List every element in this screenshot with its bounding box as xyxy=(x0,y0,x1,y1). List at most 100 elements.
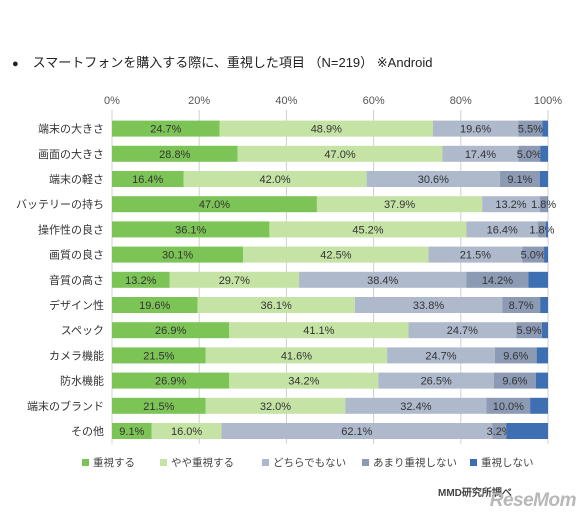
bar-segment xyxy=(545,221,548,238)
data-label: 26.9% xyxy=(155,376,186,388)
data-label: 16.4% xyxy=(487,224,518,236)
bar-segment xyxy=(539,196,548,213)
bar-segment xyxy=(112,196,317,213)
bar-segment xyxy=(466,221,538,238)
bar-segment xyxy=(316,196,483,213)
bar-segment xyxy=(197,297,355,313)
bar-segment xyxy=(432,120,519,137)
chart-title: ● スマートフォンを購入する際に、重視した項目 （N=219） ※Android xyxy=(12,52,432,71)
legend-swatch xyxy=(262,459,269,466)
bar-segment xyxy=(482,196,540,213)
bar-segment xyxy=(151,423,222,439)
bar-segment xyxy=(506,423,548,439)
legend-swatch xyxy=(82,459,89,466)
bar-segment xyxy=(502,297,541,313)
data-label: 47.0% xyxy=(199,199,230,211)
bar-segment xyxy=(518,120,543,137)
bar-segment xyxy=(112,246,244,263)
category-label: 端末の大きさ xyxy=(38,122,104,136)
bar-segment xyxy=(540,145,548,162)
category-label: スペック xyxy=(61,324,104,337)
bar-segment xyxy=(219,120,433,137)
category-label: その他 xyxy=(71,425,104,438)
bar-segment xyxy=(354,297,503,313)
data-label: 62.1% xyxy=(341,426,372,438)
bar-segment xyxy=(237,145,443,162)
data-label: 13.2% xyxy=(495,199,526,211)
bar-segment xyxy=(205,347,388,364)
data-label: 1.8% xyxy=(529,224,554,236)
bar-segment xyxy=(537,221,546,238)
data-label: 28.8% xyxy=(159,149,190,161)
data-label: 21.5% xyxy=(460,250,491,262)
bar-segment xyxy=(486,397,531,414)
bar-segment xyxy=(492,423,507,439)
data-label: 26.5% xyxy=(421,376,452,388)
data-label: 32.0% xyxy=(260,401,291,413)
bar-segment xyxy=(528,271,548,288)
data-label: 9.1% xyxy=(507,174,532,186)
data-label: 1.8% xyxy=(531,199,556,211)
x-tick-label: 100% xyxy=(534,95,562,107)
data-label: 5.5% xyxy=(518,124,543,136)
data-label: 26.9% xyxy=(155,325,186,337)
legend-label: 重視する xyxy=(93,456,135,469)
data-label: 34.2% xyxy=(288,376,319,388)
category-label: 画質の良さ xyxy=(49,248,104,262)
data-label: 36.1% xyxy=(261,300,292,312)
bar-segment xyxy=(378,372,494,389)
bar-segment xyxy=(494,347,537,364)
category-label: 操作性の良さ xyxy=(38,222,104,236)
legend-swatch xyxy=(470,459,477,466)
data-label: 5.0% xyxy=(521,250,546,262)
data-label: 37.9% xyxy=(384,199,415,211)
data-label: 19.6% xyxy=(460,124,491,136)
category-label: 端末の軽さ xyxy=(49,172,104,186)
category-label: 端末のブランド xyxy=(27,399,104,413)
data-label: 47.0% xyxy=(324,149,355,161)
bar-segment xyxy=(522,246,545,263)
bar-segment xyxy=(442,145,519,162)
data-label: 21.5% xyxy=(143,401,174,413)
bar-segment xyxy=(112,120,220,137)
title-text: スマートフォンを購入する際に、重視した項目 （N=219） ※Android xyxy=(32,55,433,70)
data-label: 16.0% xyxy=(171,426,202,438)
data-label: 17.4% xyxy=(465,149,496,161)
data-label: 30.1% xyxy=(162,250,193,262)
legend-label: どちらでもない xyxy=(273,457,346,469)
data-label: 36.1% xyxy=(175,224,206,236)
bar-segment xyxy=(540,297,548,313)
data-label: 9.6% xyxy=(503,350,528,362)
bar-segment xyxy=(541,322,548,339)
category-label: カメラ機能 xyxy=(49,348,104,362)
bar-segment xyxy=(112,372,230,389)
x-tick-label: 60% xyxy=(363,95,385,107)
category-label: 防水機能 xyxy=(60,374,104,388)
bar-segment xyxy=(544,246,548,263)
data-label: 21.5% xyxy=(143,350,174,362)
x-tick-label: 0% xyxy=(104,95,120,107)
data-label: 9.1% xyxy=(119,426,144,438)
bar-segment xyxy=(112,322,230,339)
bar-segment xyxy=(112,271,170,288)
bar-segment xyxy=(112,171,184,187)
bar-segment xyxy=(539,171,548,187)
bar-segment xyxy=(229,322,409,339)
legend-label: やや重視する xyxy=(171,456,234,469)
bar-segment xyxy=(493,372,536,389)
bar-segment xyxy=(169,271,300,288)
bar-segment xyxy=(530,397,548,414)
data-label: 10.0% xyxy=(493,401,524,413)
bar-segment xyxy=(299,271,467,288)
data-label: 13.2% xyxy=(125,275,156,287)
data-label: 32.4% xyxy=(400,401,431,413)
x-tick-label: 20% xyxy=(188,95,210,107)
data-label: 42.0% xyxy=(259,174,290,186)
x-tick-label: 40% xyxy=(275,95,297,107)
data-label: 38.4% xyxy=(367,275,398,287)
data-label: 19.6% xyxy=(139,300,170,312)
x-tick-label: 80% xyxy=(450,95,472,107)
bar-segment xyxy=(112,297,198,313)
category-label: 画面の大きさ xyxy=(38,147,104,161)
data-label: 24.7% xyxy=(425,350,456,362)
